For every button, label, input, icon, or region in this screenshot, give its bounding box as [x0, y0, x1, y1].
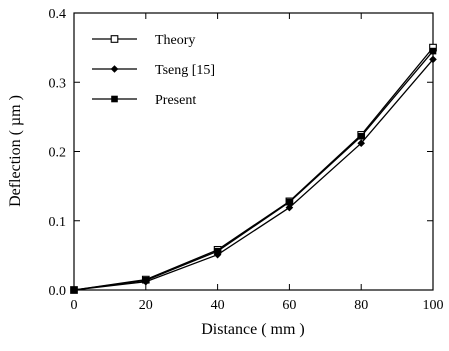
x-tick-label: 40: [211, 298, 225, 313]
legend-item: Present: [92, 93, 196, 108]
y-tick-label: 0.1: [49, 215, 67, 230]
series-layer: [70, 43, 437, 294]
x-tick-label: 100: [423, 298, 444, 313]
data-point: [214, 247, 221, 255]
x-axis-label: Distance ( mm ): [201, 321, 305, 338]
x-axis-ticks: 0 20 40 60 80 100: [71, 13, 444, 313]
series-0: [70, 43, 437, 294]
legend-item: Theory: [92, 33, 195, 48]
legend: Theory Tseng [15] Present: [92, 33, 215, 108]
data-point: [357, 132, 365, 140]
series-line: [73, 47, 434, 291]
legend-marker: [110, 35, 119, 43]
legend-label: Theory: [155, 33, 195, 48]
legend-label: Tseng [15]: [155, 63, 215, 78]
data-point: [429, 55, 437, 64]
series-line: [73, 58, 434, 291]
data-point: [142, 277, 150, 284]
legend-marker: [111, 95, 118, 103]
x-tick-label: 0: [71, 298, 78, 313]
y-tick-label: 0.4: [49, 7, 67, 22]
x-tick-label: 60: [282, 298, 296, 313]
data-point: [70, 286, 78, 294]
data-point: [357, 139, 365, 147]
data-point: [286, 198, 293, 206]
y-tick-label: 0.3: [49, 76, 67, 91]
x-tick-label: 80: [354, 298, 368, 313]
data-point: [429, 47, 437, 55]
series-2: [70, 47, 437, 294]
y-axis-ticks: 0.0 0.1 0.2 0.3 0.4: [49, 7, 433, 299]
plot-frame: [73, 12, 434, 291]
legend-marker: [110, 65, 119, 73]
y-tick-label: 0.2: [49, 146, 67, 161]
legend-item: Tseng [15]: [92, 63, 215, 78]
y-axis-label: Deflection ( µm ): [7, 95, 24, 207]
y-tick-label: 0.0: [49, 284, 67, 299]
x-tick-label: 20: [139, 298, 153, 313]
series-line: [73, 50, 434, 291]
legend-label: Present: [155, 93, 196, 108]
data-point: [285, 203, 294, 212]
series-1: [70, 55, 437, 294]
